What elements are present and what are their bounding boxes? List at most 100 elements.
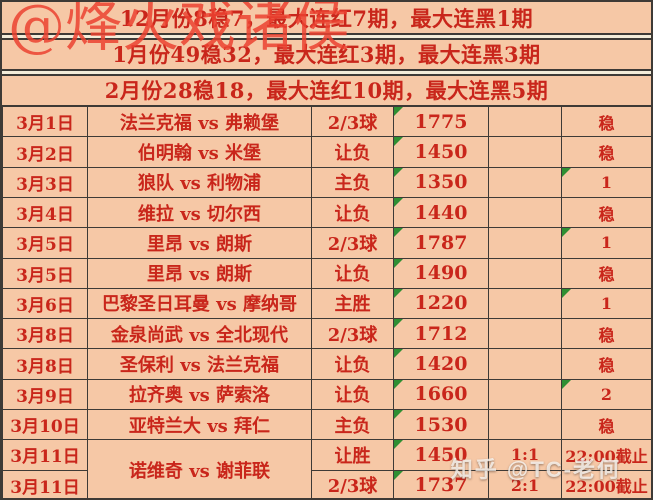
date-cell: 3月8日 [2,318,88,350]
odds-cell: 1420 [393,348,489,380]
note-triangle-icon [394,471,403,480]
odds-value: 1420 [414,353,468,376]
odds-value: 1490 [414,262,468,285]
table-row: 3月10日 亚特兰大 vs 拜仁 主负 1530 稳 [2,409,651,441]
result-cell: 2 [561,378,651,411]
result-value: 2 [600,384,613,404]
score-cell [488,348,562,380]
note-triangle-icon [394,198,403,207]
bet-type-cell: 让负 [311,348,394,380]
score-cell [488,227,562,259]
odds-cell: 1450 [393,439,489,471]
note-triangle-icon [394,228,403,238]
odds-cell: 1440 [393,196,489,229]
bet-type-cell: 2/3球 [311,227,394,259]
result-cell: 稳 [561,318,651,350]
odds-value: 1440 [414,201,468,224]
bet-type-cell: 2/3球 [311,469,394,498]
bet-type-cell: 主负 [311,166,394,198]
note-triangle-icon [394,137,403,147]
odds-cell: 1530 [393,409,489,441]
date-cell: 3月10日 [2,409,88,441]
bet-type-cell: 让负 [311,136,394,168]
table-row: 3月11日 诺维奇 vs 谢菲联 让胜 1450 1:1 22:00截止 [2,439,651,498]
result-value: 1 [600,293,613,313]
table-row: 3月11日 2/3球 1737 2:1 22:00截止 [2,469,651,498]
result-value: 1 [600,233,613,253]
result-cell: 1 [561,166,651,198]
stats-header-february: 2月份28稳18，最大连红10期，最大连黑5期 [104,78,549,103]
note-triangle-icon [394,349,403,359]
odds-cell: 1712 [393,318,489,350]
note-triangle-icon [562,380,571,389]
odds-cell: 1737 [393,469,489,498]
date-cell: 3月2日 [2,136,88,168]
match-cell: 维拉 vs 切尔西 [87,196,312,229]
date-cell: 3月6日 [2,287,88,320]
bet-type-cell: 让胜 [311,439,394,471]
bet-type-cell: 主胜 [311,287,394,320]
table-row: 3月6日 巴黎圣日耳曼 vs 摩纳哥 主胜 1220 1 [2,287,651,320]
date-cell: 3月5日 [2,227,88,259]
odds-cell: 1660 [393,378,489,411]
odds-value: 1350 [414,171,468,194]
bet-type-cell: 2/3球 [311,105,394,138]
result-cell: 稳 [561,409,651,441]
table-row: 3月2日 伯明翰 vs 米堡 让负 1450 稳 [2,136,651,168]
score-cell: 2:1 [488,469,562,498]
date-cell: 3月8日 [2,348,88,380]
note-triangle-icon [394,380,403,389]
stats-header-december: 12月份8稳7，最大连红7期，最大连黑1期 [119,6,534,31]
note-triangle-icon [394,319,403,329]
note-triangle-icon [394,289,403,298]
bet-type-cell: 让负 [311,196,394,229]
table-row: 3月4日 维拉 vs 切尔西 让负 1440 稳 [2,196,651,229]
date-cell: 3月4日 [2,196,88,229]
match-cell: 法兰克福 vs 弗赖堡 [87,105,312,138]
note-triangle-icon [562,168,571,177]
odds-value: 1530 [414,413,468,436]
note-triangle-icon [394,440,403,450]
note-triangle-icon [394,168,403,177]
match-cell: 里昂 vs 朗斯 [87,257,312,289]
match-cell: 巴黎圣日耳曼 vs 摩纳哥 [87,287,312,320]
match-cell: 金泉尚武 vs 全北现代 [87,318,312,350]
note-triangle-icon [394,410,403,420]
odds-value: 1787 [414,231,468,254]
result-cell: 稳 [561,136,651,168]
odds-cell: 1220 [393,287,489,320]
result-cell: 稳 [561,105,651,138]
score-cell: 1:1 [488,439,562,471]
odds-cell: 1350 [393,166,489,198]
table-row: 3月1日 法兰克福 vs 弗赖堡 2/3球 1775 稳 [2,105,651,138]
odds-value: 1660 [414,383,468,406]
header-separator [2,33,651,40]
score-cell [488,287,562,320]
score-cell [488,318,562,350]
note-triangle-icon [394,259,403,268]
match-cell: 亚特兰大 vs 拜仁 [87,409,312,441]
match-cell: 狼队 vs 利物浦 [87,166,312,198]
result-cell: 22:00截止 [561,469,651,498]
date-cell: 3月1日 [2,105,88,138]
match-cell: 伯明翰 vs 米堡 [87,136,312,168]
bet-type-cell: 让负 [311,378,394,411]
result-cell: 稳 [561,196,651,229]
table-row: 3月5日 里昂 vs 朗斯 2/3球 1787 1 [2,227,651,259]
score-cell [488,166,562,198]
table-row: 3月3日 狼队 vs 利物浦 主负 1350 1 [2,166,651,198]
note-triangle-icon [394,107,403,116]
result-cell: 稳 [561,348,651,380]
match-cell: 里昂 vs 朗斯 [87,227,312,259]
result-cell: 22:00截止 [561,439,651,471]
odds-cell: 1490 [393,257,489,289]
score-cell [488,105,562,138]
odds-cell: 1450 [393,136,489,168]
matches-table: 3月1日 法兰克福 vs 弗赖堡 2/3球 1775 稳 3月2日 伯明翰 vs… [2,105,651,498]
result-cell: 稳 [561,257,651,289]
score-cell [488,378,562,411]
match-cell: 圣保利 vs 法兰克福 [87,348,312,380]
odds-value: 1450 [414,141,468,163]
match-cell: 拉齐奥 vs 萨索洛 [87,378,312,411]
odds-cell: 1775 [393,105,489,138]
